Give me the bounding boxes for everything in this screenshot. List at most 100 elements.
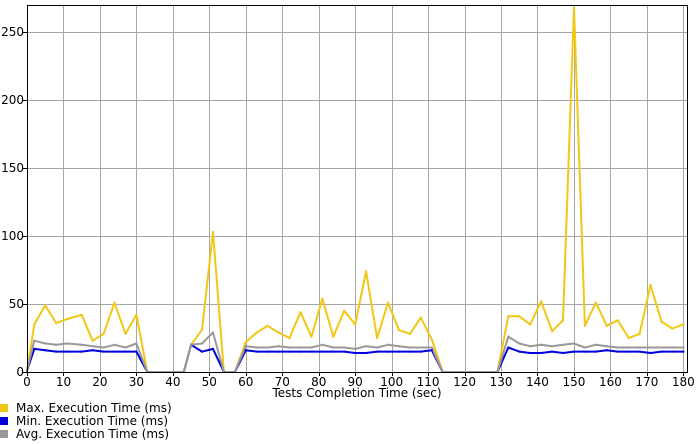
data-point [124,332,127,335]
data-point [310,335,313,338]
data-point [408,346,411,349]
data-point [507,335,510,338]
data-point [638,346,641,349]
data-point [682,350,685,353]
data-point [583,350,586,353]
legend-label-max: Max. Execution Time (ms) [16,400,172,415]
series-line-0 [26,6,684,373]
data-point [255,350,258,353]
data-point [343,309,346,312]
data-point [430,346,433,349]
x-tick-label: 70 [275,375,290,389]
data-point [266,350,269,353]
data-point [562,319,565,322]
data-point [638,332,641,335]
data-point [671,327,674,330]
legend-item-avg: Avg. Execution Time (ms) [0,426,172,441]
data-point [365,345,368,348]
data-point [551,345,554,348]
data-point [321,350,324,353]
x-tick-label: 0 [23,375,31,389]
data-point [660,350,663,353]
data-point [540,300,543,303]
data-point [562,351,565,354]
data-point [397,345,400,348]
x-tick-label: 170 [635,375,658,389]
data-point [540,343,543,346]
data-point [201,328,204,331]
data-point [55,343,58,346]
data-point [529,351,532,354]
data-point [671,350,674,353]
x-tick-label: 130 [490,375,513,389]
data-point [332,335,335,338]
data-point [288,346,291,349]
legend-label-min: Min. Execution Time (ms) [16,413,169,428]
data-point [255,346,258,349]
data-point [33,347,36,350]
y-tick-label: 0 [16,365,24,379]
data-point [354,351,357,354]
data-point [616,346,619,349]
data-point [660,320,663,323]
data-point [113,301,116,304]
data-point [583,324,586,327]
data-point [430,338,433,341]
data-point [529,345,532,348]
data-point [354,347,357,350]
plot-frame [27,5,688,373]
data-point [671,346,674,349]
data-point [529,323,532,326]
data-point [616,350,619,353]
y-tick-label: 250 [1,25,24,39]
data-point [419,346,422,349]
data-point [211,331,214,334]
series-line-2 [26,331,684,373]
data-point [649,346,652,349]
data-point [649,351,652,354]
data-point [572,342,575,345]
data-point [386,350,389,353]
data-point [277,350,280,353]
data-point [408,332,411,335]
data-point [288,337,291,340]
x-tick-label: 60 [238,375,253,389]
data-point [562,343,565,346]
data-point [419,316,422,319]
data-point [211,230,214,233]
data-point [288,350,291,353]
data-point [310,346,313,349]
data-point [91,345,94,348]
legend: Max. Execution Time (ms) Min. Execution … [0,400,172,441]
data-point [190,343,193,346]
x-tick-label: 120 [453,375,476,389]
data-point [255,331,258,334]
data-point [682,323,685,326]
data-point [386,343,389,346]
x-axis-title: Tests Completion Time (sec) [271,386,441,400]
x-tick-label: 160 [599,375,622,389]
data-point [649,284,652,287]
data-point [66,350,69,353]
data-point [33,323,36,326]
data-point [332,350,335,353]
data-point [518,350,521,353]
data-point [277,331,280,334]
data-point [80,343,83,346]
data-point [124,350,127,353]
data-point [354,323,357,326]
data-point [102,332,105,335]
data-point [91,339,94,342]
data-point [376,337,379,340]
data-point [211,347,214,350]
y-axis-ticks: 0 50 100 150 200 250 [1,25,27,379]
x-tick-label: 110 [417,375,440,389]
y-tick-label: 150 [1,161,24,175]
x-tick-label: 10 [56,375,71,389]
legend-label-avg: Avg. Execution Time (ms) [16,426,170,441]
data-point [507,315,510,318]
data-point [583,346,586,349]
data-point [365,351,368,354]
series-lines [26,6,684,373]
data-point [266,346,269,349]
